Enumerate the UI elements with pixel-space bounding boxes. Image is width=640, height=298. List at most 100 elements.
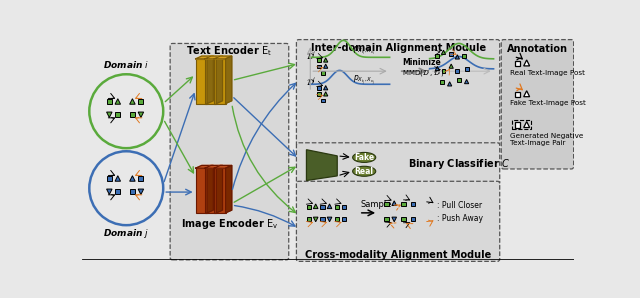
- Text: : Pull Closer: : Pull Closer: [437, 201, 483, 210]
- Polygon shape: [207, 165, 213, 213]
- Bar: [442, 69, 445, 73]
- Bar: [130, 189, 135, 194]
- Text: Annotation: Annotation: [507, 44, 568, 54]
- Bar: [515, 91, 520, 97]
- Text: $\mathcal{D}^j$: $\mathcal{D}^j$: [306, 76, 316, 88]
- Polygon shape: [442, 50, 445, 55]
- Text: Real Text-Image Post: Real Text-Image Post: [509, 70, 585, 76]
- Bar: [515, 122, 520, 128]
- Text: Cross-modality Alignment Module: Cross-modality Alignment Module: [305, 250, 491, 260]
- Bar: [401, 201, 406, 206]
- Polygon shape: [130, 176, 135, 181]
- Text: Text Encoder $\mathrm{E_t}$: Text Encoder $\mathrm{E_t}$: [186, 44, 273, 58]
- Bar: [138, 100, 143, 105]
- Bar: [107, 100, 112, 105]
- Bar: [515, 61, 520, 66]
- Bar: [214, 168, 225, 213]
- Bar: [385, 201, 388, 206]
- FancyBboxPatch shape: [296, 143, 500, 184]
- Polygon shape: [324, 86, 328, 90]
- Bar: [317, 92, 321, 96]
- Bar: [411, 201, 415, 206]
- Polygon shape: [465, 80, 468, 84]
- Polygon shape: [447, 82, 452, 86]
- Bar: [435, 54, 439, 58]
- Bar: [440, 80, 444, 84]
- Polygon shape: [130, 99, 135, 104]
- Polygon shape: [214, 56, 232, 59]
- Polygon shape: [314, 204, 318, 209]
- Text: Image Encoder $\mathrm{E_v}$: Image Encoder $\mathrm{E_v}$: [180, 218, 278, 232]
- Bar: [307, 217, 311, 221]
- Polygon shape: [115, 99, 120, 104]
- Polygon shape: [524, 60, 530, 66]
- Text: Binary Classifier $C$: Binary Classifier $C$: [408, 156, 510, 170]
- Polygon shape: [392, 201, 397, 206]
- Polygon shape: [324, 64, 328, 68]
- Bar: [107, 176, 112, 181]
- Polygon shape: [324, 92, 328, 96]
- Polygon shape: [216, 56, 223, 103]
- Polygon shape: [324, 58, 328, 62]
- Bar: [462, 54, 466, 58]
- FancyBboxPatch shape: [296, 40, 500, 146]
- Text: $p_{X_{t_j},X_{v_j}}$: $p_{X_{t_j},X_{v_j}}$: [353, 74, 375, 87]
- Bar: [196, 59, 207, 103]
- Polygon shape: [138, 112, 143, 117]
- Text: $p_{X_{t_i},X_{v_i}}$: $p_{X_{t_i},X_{v_i}}$: [353, 45, 375, 57]
- FancyBboxPatch shape: [170, 44, 289, 260]
- Bar: [411, 217, 415, 221]
- Bar: [457, 78, 461, 82]
- Bar: [456, 69, 460, 73]
- Bar: [465, 67, 468, 71]
- Polygon shape: [225, 56, 232, 103]
- Text: Domain $j$: Domain $j$: [103, 227, 149, 240]
- Polygon shape: [138, 189, 143, 195]
- Bar: [385, 217, 388, 221]
- Ellipse shape: [353, 166, 376, 176]
- Text: Domain $i$: Domain $i$: [103, 59, 149, 70]
- Bar: [205, 168, 216, 213]
- Text: : Push Away: : Push Away: [437, 214, 483, 223]
- Bar: [138, 176, 143, 181]
- Bar: [449, 52, 453, 56]
- Bar: [342, 217, 346, 221]
- Bar: [205, 59, 216, 103]
- Bar: [321, 205, 324, 209]
- FancyBboxPatch shape: [501, 40, 573, 169]
- Text: Real: Real: [355, 167, 374, 176]
- Bar: [321, 71, 324, 74]
- Text: Sample: Sample: [360, 200, 392, 209]
- Polygon shape: [205, 165, 223, 168]
- Text: $\mathrm{MMD}(\mathcal{D}^i,\mathcal{D}^j)$: $\mathrm{MMD}(\mathcal{D}^i,\mathcal{D}^…: [402, 68, 444, 80]
- Text: Generated Negative
Text-Image Pair: Generated Negative Text-Image Pair: [509, 133, 583, 146]
- Text: Fake: Fake: [354, 153, 374, 162]
- Polygon shape: [435, 66, 440, 71]
- Text: Fake Text-Image Post: Fake Text-Image Post: [509, 100, 586, 106]
- Text: Minimize: Minimize: [402, 58, 441, 67]
- Bar: [214, 59, 225, 103]
- Bar: [317, 58, 321, 62]
- Bar: [317, 86, 321, 90]
- Bar: [307, 205, 311, 209]
- Bar: [335, 205, 339, 209]
- Bar: [401, 217, 406, 221]
- Bar: [321, 99, 324, 103]
- Polygon shape: [115, 176, 120, 181]
- Bar: [130, 112, 135, 117]
- Polygon shape: [524, 122, 530, 128]
- Polygon shape: [207, 56, 213, 103]
- Polygon shape: [107, 112, 112, 117]
- Polygon shape: [107, 189, 112, 195]
- Polygon shape: [225, 165, 232, 213]
- Bar: [342, 205, 346, 209]
- Polygon shape: [327, 204, 332, 209]
- Polygon shape: [455, 55, 460, 59]
- Text: $\mathcal{D}^i$: $\mathcal{D}^i$: [306, 49, 316, 62]
- Bar: [115, 112, 120, 117]
- Polygon shape: [449, 64, 453, 68]
- Polygon shape: [307, 150, 337, 181]
- Polygon shape: [216, 165, 223, 213]
- Polygon shape: [524, 91, 530, 97]
- Polygon shape: [205, 56, 223, 59]
